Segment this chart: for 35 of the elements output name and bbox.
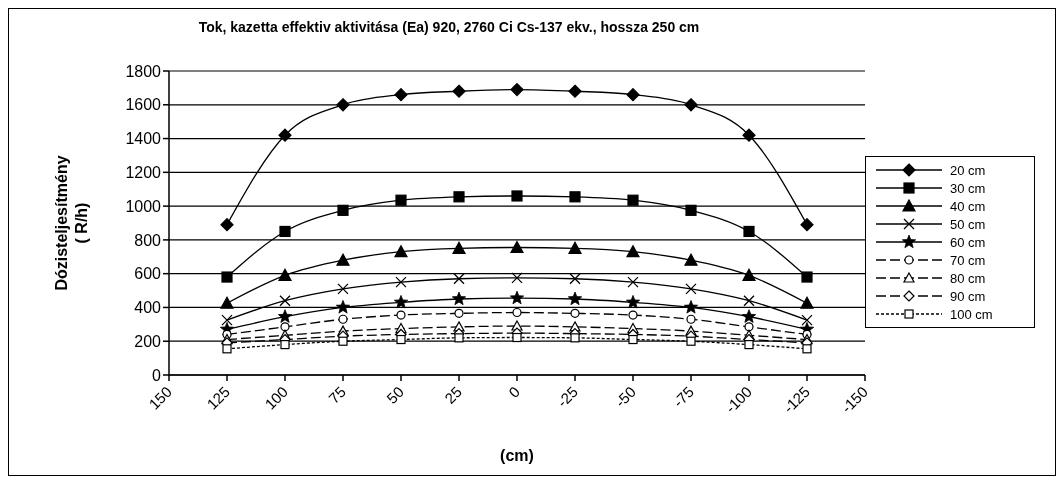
y-tick-label: 1600: [125, 96, 162, 114]
text: 90 cm: [950, 288, 986, 304]
x-tick-label: -100: [721, 382, 756, 417]
x-tick-label: 125: [203, 382, 234, 413]
y-tick-label: 1800: [125, 62, 162, 80]
x-tick-label: 0: [505, 382, 524, 401]
x-tick-label: -50: [611, 382, 640, 411]
y-tick-label: 1000: [125, 197, 162, 215]
text: 40 cm: [950, 198, 986, 214]
text: 80 cm: [950, 270, 986, 286]
y-tick-label: 0: [152, 366, 162, 384]
y-tick-label: 800: [134, 231, 162, 249]
text: 100 cm: [950, 306, 993, 322]
text: 60 cm: [950, 234, 986, 250]
y-tick-label: 1200: [125, 164, 162, 182]
x-tick-label: -25: [553, 382, 582, 411]
text: 20 cm: [950, 162, 986, 178]
x-tick-label: 75: [325, 382, 350, 407]
x-tick-label: 25: [441, 382, 466, 407]
x-tick-label: -75: [669, 382, 698, 411]
x-tick-label: -125: [779, 382, 814, 417]
x-tick-label: 150: [145, 382, 176, 413]
y-axis-title: Dózisteljesítmény ( R/h): [53, 155, 90, 291]
x-tick-label: -150: [837, 382, 872, 417]
text: 30 cm: [950, 180, 986, 196]
y-tick-label: 200: [134, 332, 162, 350]
chart-title: Tok, kazetta effektiv aktivitása (Ea) 920, 2760 Ci Cs-137 ekv., hossza 250 cm: [197, 19, 701, 35]
x-tick-label: 100: [261, 382, 292, 413]
x-axis-title: (cm): [500, 447, 534, 464]
y-tick-label: 400: [134, 299, 162, 317]
text: 50 cm: [950, 216, 986, 232]
y-tick-label: 1400: [125, 130, 162, 148]
y-tick-label: 600: [134, 265, 162, 283]
x-tick-label: 50: [383, 382, 408, 407]
text: 70 cm: [950, 252, 986, 268]
